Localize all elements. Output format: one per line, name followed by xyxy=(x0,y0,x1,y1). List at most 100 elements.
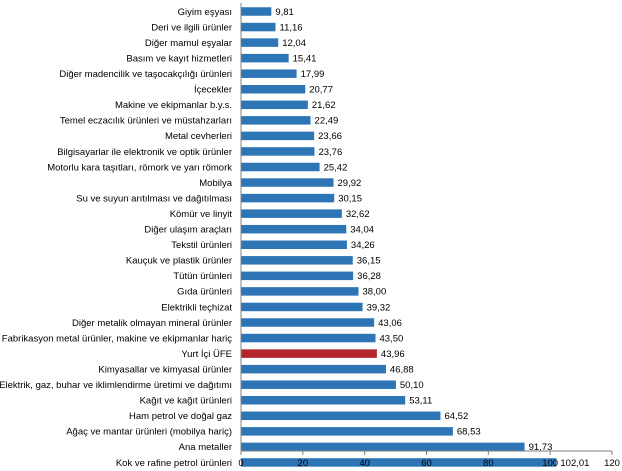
category-label-17: Tütün ürünleri xyxy=(173,271,232,282)
bar-26 xyxy=(241,411,441,421)
value-label-26: 64,52 xyxy=(444,411,468,422)
value-label-0: 9,81 xyxy=(275,7,294,18)
x-axis: 0 20 40 60 80 100 120 xyxy=(238,3,620,469)
value-label-8: 23,66 xyxy=(318,131,342,142)
bar-4 xyxy=(241,69,297,78)
value-label-25: 53,11 xyxy=(409,396,432,407)
category-label-26: Ham petrol ve doğal gaz xyxy=(129,411,232,422)
bar-3 xyxy=(241,53,289,63)
x-tick-label-0: 0 xyxy=(238,458,243,469)
x-tick-label-6: 120 xyxy=(604,458,620,469)
bar-1 xyxy=(241,22,276,32)
bar-25 xyxy=(241,396,406,405)
x-tick-label-1: 20 xyxy=(298,458,309,469)
value-label-2: 12,04 xyxy=(282,38,306,49)
x-tick-label-5: 100 xyxy=(542,458,558,469)
value-label-24: 50,10 xyxy=(400,380,424,391)
x-tick-label-4: 80 xyxy=(483,458,494,469)
category-label-12: Su ve suyun arıtılması ve dağıtılması xyxy=(76,193,232,204)
category-label-19: Elektrikli teçhizat xyxy=(161,302,232,313)
category-label-2: Diğer mamul eşyalar xyxy=(145,38,232,49)
category-label-6: Makine ve ekipmanlar b.y.s. xyxy=(115,100,232,111)
value-label-17: 36,28 xyxy=(357,271,381,282)
category-label-5: İçecekler xyxy=(194,85,232,96)
category-label-15: Tekstil ürünleri xyxy=(171,240,232,251)
bar-11 xyxy=(241,178,334,187)
value-label-3: 15,41 xyxy=(293,53,317,64)
bar-10 xyxy=(241,162,320,172)
category-label-22: Yurt İçi ÜFE xyxy=(181,349,232,360)
category-label-13: Kömür ve linyit xyxy=(170,209,233,220)
value-label-10: 25,42 xyxy=(324,162,348,173)
category-label-24: Elektrik, gaz, buhar ve iklimlendirme ür… xyxy=(0,380,232,391)
bar-22 xyxy=(241,349,377,358)
bar-29 xyxy=(241,458,557,467)
value-label-16: 36,15 xyxy=(357,256,381,267)
category-label-23: Kimyasallar ve kimyasal ürünler xyxy=(98,364,232,375)
bar-16 xyxy=(241,256,353,265)
bar-28 xyxy=(241,442,525,452)
value-label-6: 21,62 xyxy=(312,100,336,111)
bar-2 xyxy=(241,38,279,47)
category-label-21: Fabrikasyon metal ürünler, makine ve eki… xyxy=(2,333,232,344)
category-label-1: Deri ve ilgili ürünler xyxy=(151,22,232,33)
value-label-12: 30,15 xyxy=(338,193,362,204)
value-labels-group: 9,81 11,16 12,04 15,41 17,99 20,77 21,62 22,49 2… xyxy=(275,7,589,469)
bar-7 xyxy=(241,116,311,125)
value-label-29: 102,01 xyxy=(560,458,589,469)
bar-17 xyxy=(241,271,354,281)
bar-6 xyxy=(241,100,308,110)
bar-27 xyxy=(241,427,453,436)
category-label-11: Mobilya xyxy=(199,178,232,189)
value-label-1: 11,16 xyxy=(280,22,303,33)
value-label-19: 39,32 xyxy=(367,302,391,313)
value-label-28: 91,73 xyxy=(529,442,553,453)
value-label-20: 43,06 xyxy=(378,318,402,329)
category-label-29: Kok ve rafine petrol ürünleri xyxy=(116,458,232,469)
bar-19 xyxy=(241,302,363,312)
category-label-0: Giyim eşyası xyxy=(178,7,232,18)
value-label-27: 68,53 xyxy=(457,427,481,438)
value-label-4: 17,99 xyxy=(301,69,325,80)
bar-13 xyxy=(241,209,342,218)
value-label-15: 34,26 xyxy=(351,240,375,251)
bar-5 xyxy=(241,85,306,94)
bar-24 xyxy=(241,380,396,389)
value-label-14: 34,04 xyxy=(350,225,374,236)
category-label-9: Bilgisayarlar ile elektronik ve optik ür… xyxy=(57,147,232,158)
bar-8 xyxy=(241,131,315,141)
category-label-20: Diğer metalik olmayan mineral ürünler xyxy=(72,318,232,329)
value-label-18: 38,00 xyxy=(362,287,386,298)
bar-12 xyxy=(241,193,335,203)
category-label-14: Diğer ulaşım araçları xyxy=(144,225,232,236)
x-tick-label-2: 40 xyxy=(359,458,370,469)
value-label-11: 29,92 xyxy=(338,178,362,189)
value-label-9: 23,76 xyxy=(318,147,342,158)
value-label-5: 20,77 xyxy=(309,85,333,96)
category-label-10: Motorlu kara taşıtları, römork ve yarı r… xyxy=(47,162,232,173)
category-label-18: Gıda ürünleri xyxy=(177,287,232,298)
bar-23 xyxy=(241,364,386,374)
category-label-7: Temel eczacılık ürünleri ve müstahzarlar… xyxy=(60,116,232,127)
bar-20 xyxy=(241,318,375,327)
category-labels-group: Giyim eşyası Deri ve ilgili ürünler Diğer … xyxy=(0,7,233,469)
bars-group xyxy=(241,7,557,467)
bar-15 xyxy=(241,240,347,249)
category-label-8: Metal cevherleri xyxy=(165,131,232,142)
bar-21 xyxy=(241,333,376,343)
value-label-22: 43,96 xyxy=(381,349,405,360)
bar-0 xyxy=(241,7,272,16)
category-label-4: Diğer madencilik ve taşocakçılığı ürünle… xyxy=(59,69,232,80)
category-label-27: Ağaç ve mantar ürünleri (mobilya hariç) xyxy=(66,427,232,438)
value-label-7: 22,49 xyxy=(315,116,339,127)
category-label-25: Kağıt ve kağıt ürünleri xyxy=(140,396,232,407)
bar-9 xyxy=(241,147,315,156)
x-tick-label-3: 60 xyxy=(421,458,432,469)
category-label-3: Basım ve kayıt hizmetleri xyxy=(126,53,232,64)
value-label-21: 43,50 xyxy=(379,333,403,344)
category-label-28: Ana metaller xyxy=(179,442,232,453)
bar-14 xyxy=(241,224,347,234)
bar-18 xyxy=(241,287,359,296)
value-label-13: 32,62 xyxy=(346,209,370,220)
